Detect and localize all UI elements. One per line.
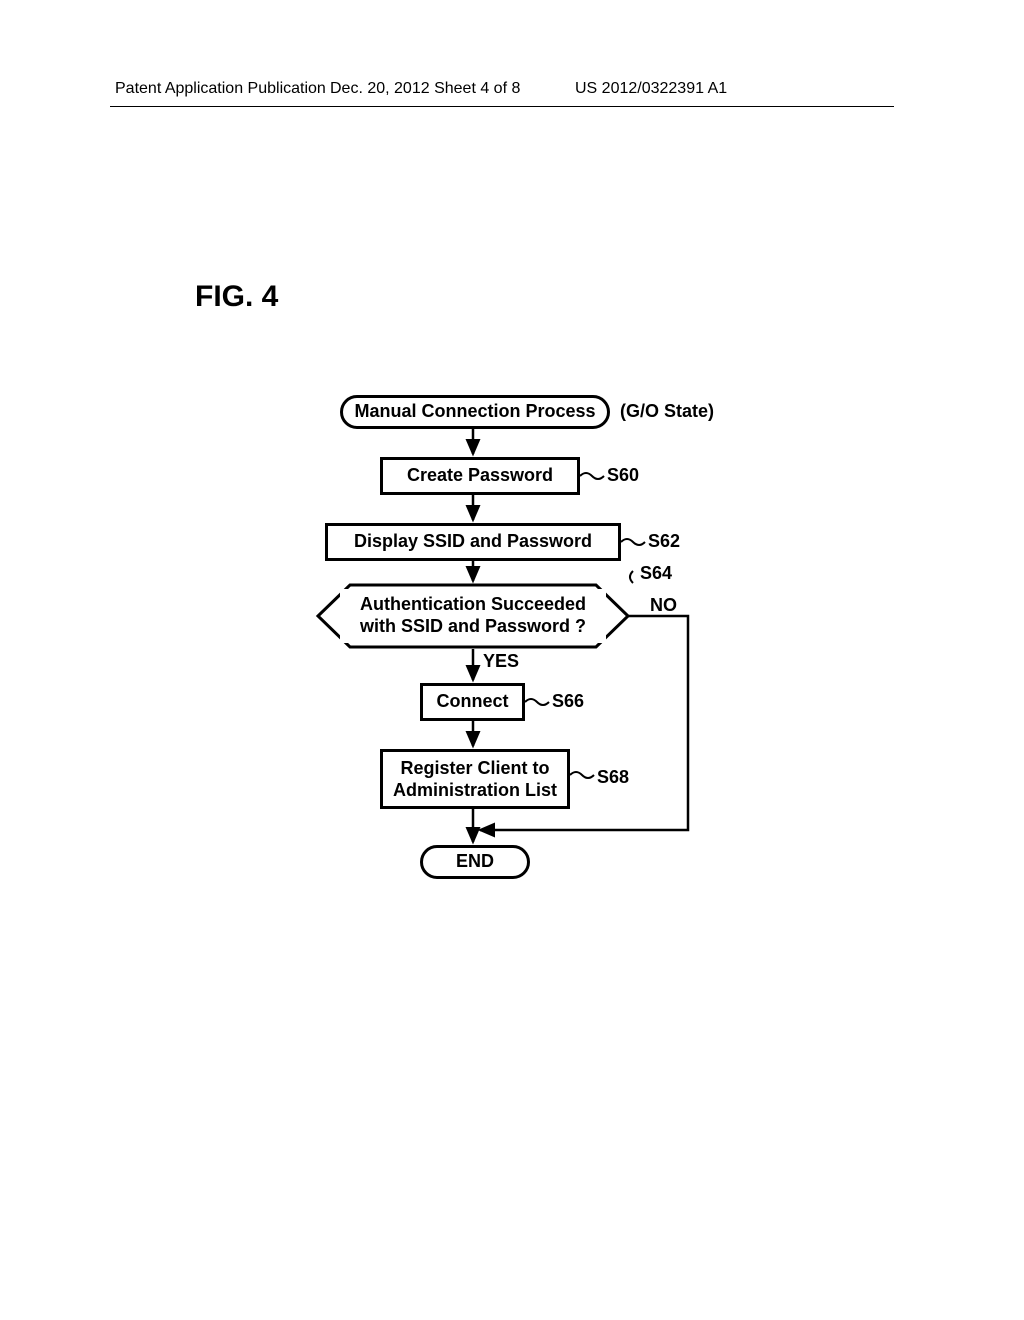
node-s62-label: Display SSID and Password bbox=[354, 530, 592, 553]
node-s66: Connect bbox=[420, 683, 525, 721]
label-yes: YES bbox=[483, 651, 519, 672]
node-s64-line1: Authentication Succeeded bbox=[360, 594, 586, 616]
node-s66-label: Connect bbox=[437, 690, 509, 713]
node-end: END bbox=[420, 845, 530, 879]
node-s60-label: Create Password bbox=[407, 464, 553, 487]
node-start-label: Manual Connection Process bbox=[354, 400, 595, 423]
header-date-sheet: Dec. 20, 2012 Sheet 4 of 8 bbox=[330, 80, 520, 98]
step-s60: S60 bbox=[607, 465, 639, 486]
node-end-label: END bbox=[456, 850, 494, 873]
node-s68-line2: Administration List bbox=[393, 779, 557, 802]
step-s64: S64 bbox=[640, 563, 672, 584]
header-publication-number: US 2012/0322391 A1 bbox=[575, 80, 727, 98]
node-s64-line2: with SSID and Password ? bbox=[360, 616, 586, 638]
step-s62: S62 bbox=[648, 531, 680, 552]
step-s68: S68 bbox=[597, 767, 629, 788]
node-s64: Authentication Succeeded with SSID and P… bbox=[340, 589, 606, 643]
header-rule bbox=[110, 106, 894, 107]
figure-label: FIG. 4 bbox=[195, 280, 278, 314]
header-publication-type: Patent Application Publication bbox=[115, 80, 326, 98]
node-s68: Register Client to Administration List bbox=[380, 749, 570, 809]
node-s62: Display SSID and Password bbox=[325, 523, 621, 561]
step-s66: S66 bbox=[552, 691, 584, 712]
node-start: Manual Connection Process bbox=[340, 395, 610, 429]
node-s60: Create Password bbox=[380, 457, 580, 495]
node-s68-line1: Register Client to bbox=[400, 757, 549, 780]
label-no: NO bbox=[650, 595, 677, 616]
state-label: (G/O State) bbox=[620, 401, 714, 422]
flowchart: Manual Connection Process (G/O State) Cr… bbox=[300, 395, 800, 955]
